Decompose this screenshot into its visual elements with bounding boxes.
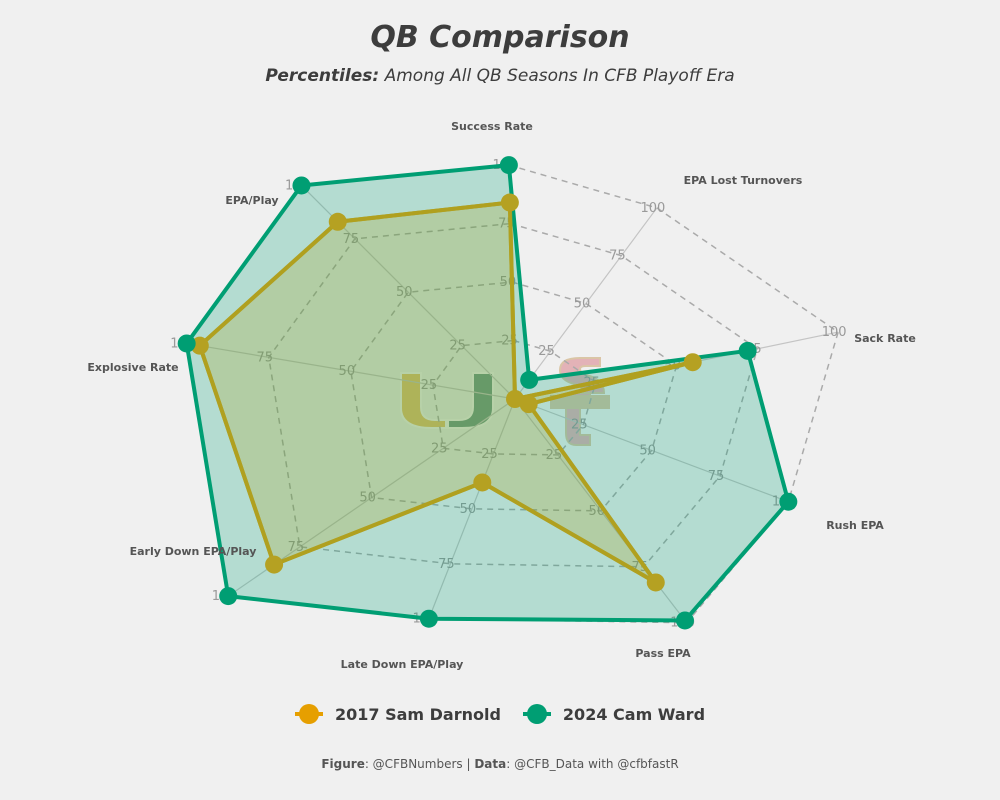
tick-label: 25 <box>546 448 563 463</box>
point-ward <box>499 156 518 175</box>
tick-label: 25 <box>538 344 555 359</box>
point-ward <box>779 492 798 511</box>
tick-label: 75 <box>708 469 725 484</box>
point-ward <box>419 609 438 628</box>
series-line-darnold <box>197 200 695 585</box>
axis-label: Pass EPA <box>635 647 691 660</box>
chart-legend: 2017 Sam Darnold 2024 Cam Ward <box>0 704 1000 724</box>
point-darnold <box>646 573 665 592</box>
axis-label: Early Down EPA/Play <box>130 545 257 558</box>
tick-label: 75 <box>256 350 273 365</box>
point-ward <box>219 587 238 606</box>
point-darnold <box>265 555 284 574</box>
subtitle-rest: Among All QB Seasons In CFB Playoff Era <box>379 66 735 86</box>
tick-label: 25 <box>449 339 466 354</box>
tick-label: 75 <box>438 557 455 572</box>
legend-label-darnold: 2017 Sam Darnold <box>334 704 501 724</box>
tick-label: 50 <box>639 443 656 458</box>
miami-logo-left <box>400 372 447 429</box>
miami-logo-right <box>447 372 494 429</box>
grid-ring-75 <box>267 222 759 568</box>
tick-label: 50 <box>396 285 413 300</box>
tick-label: 100 <box>640 201 665 216</box>
spoke-line <box>428 398 516 619</box>
chart-subtitle: Percentiles: Among All QB Seasons In CFB… <box>0 66 1000 86</box>
point-ward <box>520 370 539 389</box>
chart-footer: Figure: @CFBNumbers | Data: @CFB_Data wi… <box>0 757 1000 771</box>
miami-logo <box>400 372 494 429</box>
chart-title: QB Comparison <box>370 20 630 55</box>
tick-label: 25 <box>421 378 438 393</box>
tick-label: 75 <box>288 540 305 555</box>
point-darnold <box>683 353 702 372</box>
tick-label: 50 <box>574 296 591 311</box>
series-area-ward <box>184 163 791 623</box>
tick-label: 75 <box>609 249 626 264</box>
tick-label: 50 <box>359 491 376 506</box>
axis-label: Explosive Rate <box>87 361 178 374</box>
footer-data-value: : @CFB_Data with @cfbfastR <box>506 757 679 771</box>
axis-label: Sack Rate <box>854 332 916 345</box>
grid-ring-50 <box>350 281 678 512</box>
point-ward <box>292 176 311 195</box>
tick-label: 50 <box>339 364 356 379</box>
legend-item-darnold[interactable]: 2017 Sam Darnold <box>294 704 501 724</box>
point-darnold <box>473 473 492 492</box>
point-darnold <box>519 395 538 414</box>
legend-label-ward: 2024 Cam Ward <box>562 704 706 724</box>
axis-label: EPA Lost Turnovers <box>684 174 803 187</box>
axis-label: Late Down EPA/Play <box>341 658 464 671</box>
tick-label: 75 <box>343 232 360 247</box>
tick-label: 50 <box>460 502 477 517</box>
axis-label: EPA/Play <box>225 194 278 207</box>
subtitle-bold: Percentiles: <box>265 66 380 86</box>
tick-label: 25 <box>571 418 588 433</box>
legend-marker-darnold <box>294 704 323 724</box>
point-darnold <box>506 390 524 408</box>
spoke-line <box>186 342 516 400</box>
point-darnold <box>328 212 347 231</box>
footer-figure-label: Figure <box>321 757 365 771</box>
axis-label: Rush EPA <box>826 519 884 532</box>
tick-label: 25 <box>481 447 498 462</box>
point-darnold <box>500 193 519 212</box>
grid-ring-25 <box>432 339 597 456</box>
footer-data-label: Data <box>474 757 507 771</box>
point-ward <box>675 611 694 630</box>
axis-label: Success Rate <box>451 120 533 133</box>
footer-figure-value: : @CFBNumbers | <box>364 757 475 771</box>
point-ward <box>177 334 196 353</box>
legend-marker-ward <box>522 704 551 724</box>
legend-item-ward[interactable]: 2024 Cam Ward <box>522 704 706 724</box>
tick-label: 25 <box>431 441 448 456</box>
point-ward <box>738 341 757 360</box>
usc-logo-bar <box>550 395 610 409</box>
tick-label: 100 <box>822 325 847 340</box>
